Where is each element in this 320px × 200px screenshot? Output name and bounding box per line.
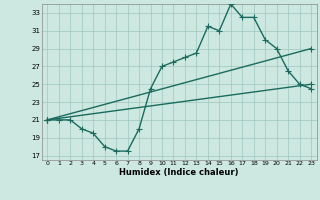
X-axis label: Humidex (Indice chaleur): Humidex (Indice chaleur) (119, 168, 239, 177)
